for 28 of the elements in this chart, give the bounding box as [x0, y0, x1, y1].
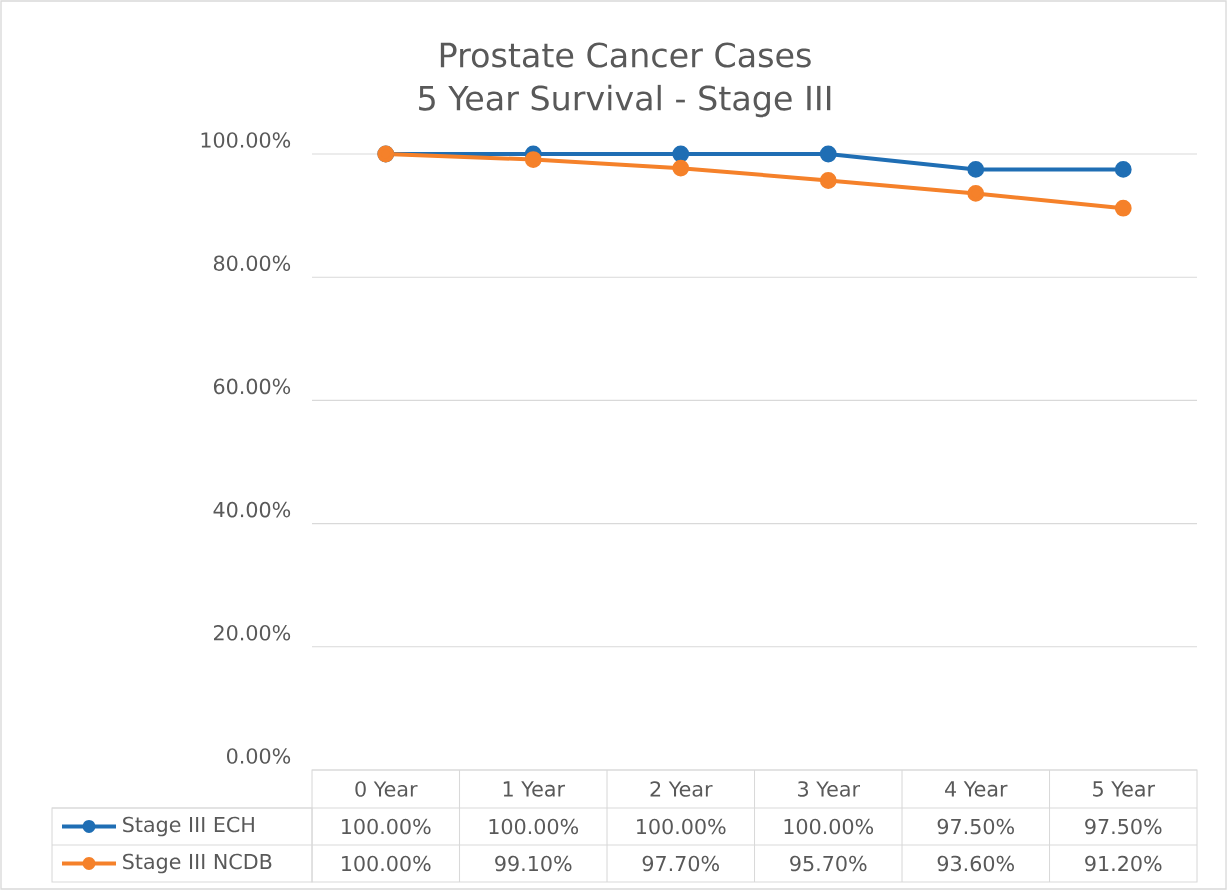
data-label: 97.50% [937, 818, 1014, 835]
data-label: 91.20% [1085, 855, 1162, 872]
x-tick-label: 3 Year [798, 781, 861, 797]
data-label: 100.00% [489, 818, 579, 835]
x-tick-label: 5 Year [1093, 781, 1156, 797]
x-tick-label: 2 Year [650, 781, 713, 797]
y-tick-label: 40.00% [213, 501, 291, 518]
legend-label: Stage III NCDB [123, 853, 272, 874]
chart-title: Prostate Cancer Cases [440, 42, 811, 68]
y-tick-label: 20.00% [214, 624, 291, 641]
legend-label: Stage III ECH [123, 816, 254, 837]
data-label: 97.50% [1085, 818, 1162, 835]
y-tick-label: 80.00% [213, 255, 291, 272]
x-tick-label: 0 Year [355, 781, 418, 797]
x-tick-label: 1 Year [503, 781, 566, 797]
data-label: 95.70% [790, 855, 867, 872]
data-label: 100.00% [637, 818, 726, 835]
data-label: 97.70% [642, 855, 719, 872]
y-tick-label: 60.00% [213, 378, 291, 395]
data-label: 93.60% [937, 855, 1014, 872]
chart-subtitle: 5 Year Survival - Stage III [419, 84, 831, 118]
x-tick-label: 4 Year [945, 781, 1008, 797]
data-label: 100.00% [342, 855, 431, 872]
y-tick-label: 0.00% [227, 748, 291, 764]
data-label: 99.10% [495, 855, 572, 872]
data-label: 100.00% [784, 818, 874, 835]
y-tick-label: 100.00% [201, 132, 291, 148]
data-label: 100.00% [342, 818, 431, 835]
